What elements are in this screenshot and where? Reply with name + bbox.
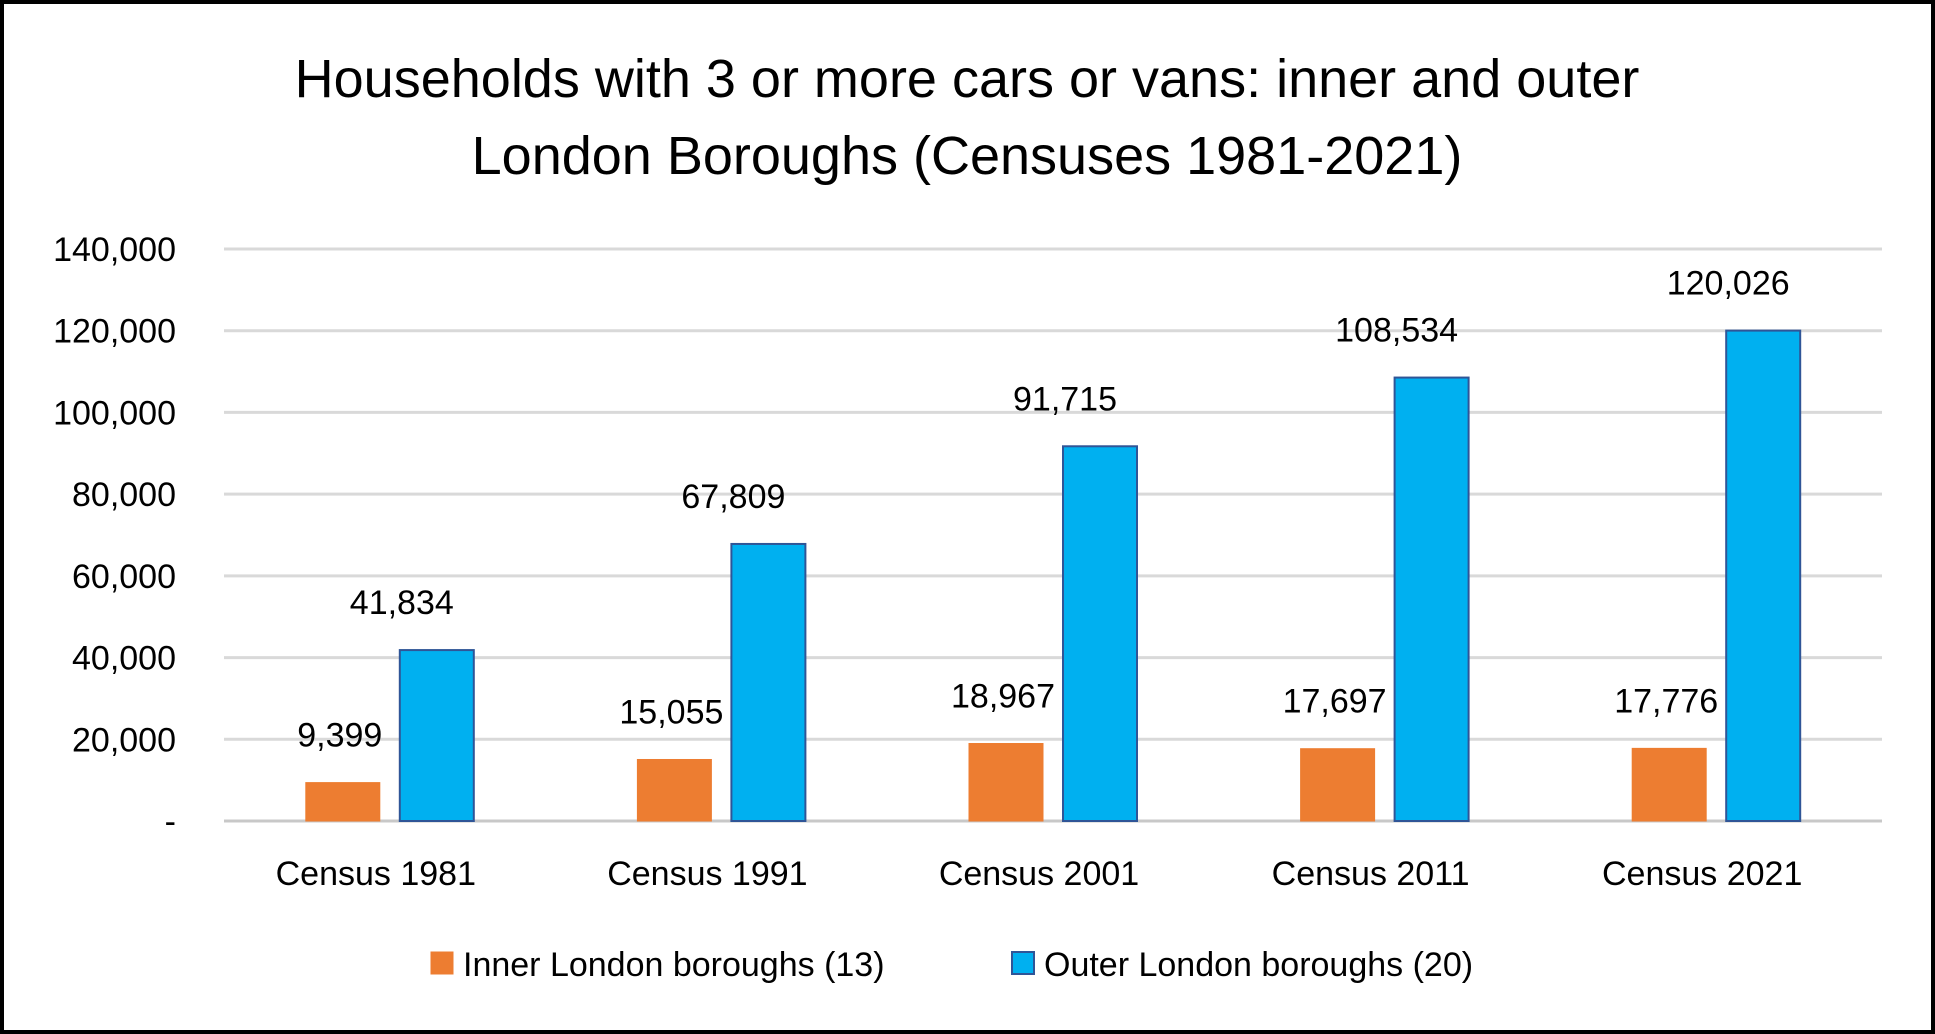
bars (305, 329, 1802, 823)
data-label: 15,055 (619, 693, 723, 731)
y-axis: - 20,000 40,000 60,000 80,000 100,000 120,000 1… (53, 231, 176, 841)
data-label: 67,809 (681, 478, 785, 516)
x-tick-label: Census 2011 (1272, 855, 1470, 893)
y-tick-label: 40,000 (72, 640, 176, 678)
bar-inner-london (1631, 747, 1707, 822)
y-tick-label: - (165, 803, 176, 841)
y-tick-label: 140,000 (53, 231, 176, 269)
bar-inner-london (1300, 748, 1376, 822)
gridlines (224, 247, 1882, 823)
x-axis: Census 1981 Census 1991 Census 2001 Census … (276, 855, 1803, 893)
y-tick-label: 100,000 (53, 394, 176, 432)
data-label: 120,026 (1667, 265, 1790, 303)
legend-label: Outer London boroughs (20) (1044, 946, 1473, 984)
legend: Inner London boroughs (13) Outer London b… (430, 946, 1473, 984)
x-tick-label: Census 1991 (607, 855, 807, 893)
bar-outer-london (1725, 329, 1802, 822)
x-tick-label: Census 1981 (276, 855, 476, 893)
legend-label: Inner London boroughs (13) (463, 946, 885, 984)
chart-title: Households with 3 or more cars or vans: … (295, 49, 1640, 186)
data-label: 41,834 (350, 584, 454, 622)
data-label: 9,399 (297, 717, 382, 755)
chart-title-line-2: London Boroughs (Censuses 1981-2021) (472, 126, 1463, 186)
bar-inner-london (968, 743, 1044, 822)
x-tick-label: Census 2001 (939, 855, 1139, 893)
data-labels: 9,399 41,834 15,055 67,809 18,967 91,715 17,69… (297, 265, 1789, 755)
chart-title-line-1: Households with 3 or more cars or vans: … (295, 49, 1640, 109)
bar-inner-london (636, 758, 712, 822)
data-label: 17,776 (1614, 682, 1718, 720)
y-tick-label: 80,000 (72, 476, 176, 514)
legend-swatch-outer (1011, 951, 1035, 975)
data-label: 18,967 (951, 678, 1055, 716)
data-label: 17,697 (1283, 683, 1387, 721)
legend-swatch-inner (430, 951, 454, 975)
y-tick-label: 20,000 (72, 721, 176, 759)
y-tick-label: 60,000 (72, 558, 176, 596)
data-label: 108,534 (1335, 312, 1458, 350)
bar-outer-london (730, 542, 807, 822)
bar-outer-london (1393, 376, 1470, 822)
x-tick-label: Census 2021 (1602, 855, 1802, 893)
bar-inner-london (305, 782, 381, 822)
bar-outer-london (398, 649, 475, 823)
data-label: 91,715 (1013, 380, 1117, 418)
y-tick-label: 120,000 (53, 313, 176, 351)
bar-outer-london (1062, 445, 1138, 822)
